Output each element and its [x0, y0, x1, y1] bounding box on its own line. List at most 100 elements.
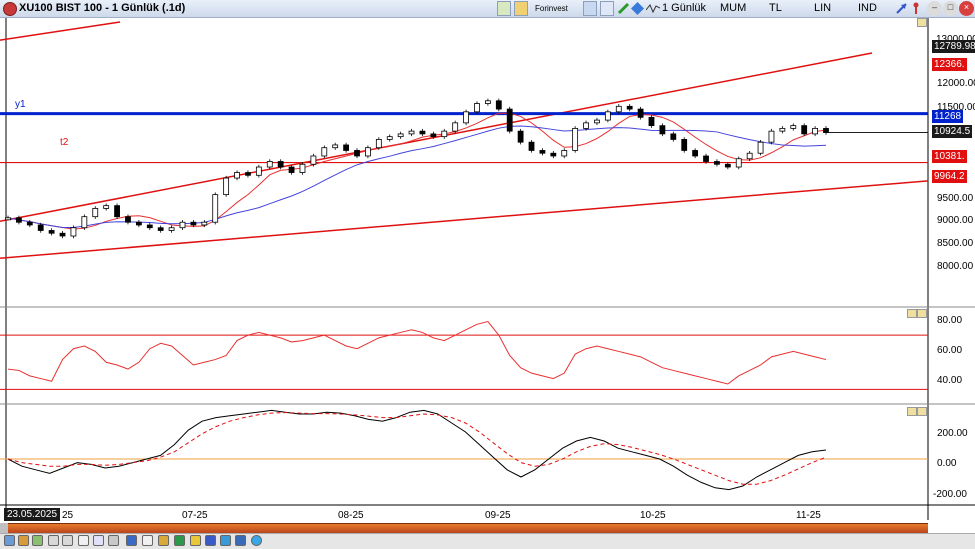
grid-icon[interactable] [583, 1, 597, 16]
candle-body [724, 163, 731, 168]
open-icon[interactable] [18, 535, 29, 546]
minimize-button[interactable]: – [927, 1, 942, 16]
candle-body [419, 130, 426, 135]
candle-body [615, 105, 622, 113]
candle-body [135, 221, 142, 226]
date-cursor-badge: 23.05.2025 [4, 508, 61, 521]
close-button[interactable]: × [959, 1, 974, 16]
candle-body [681, 139, 688, 151]
zoom-in-icon[interactable] [48, 535, 59, 546]
candle-body [266, 161, 273, 168]
annotation-y1[interactable]: y1 [15, 99, 26, 110]
pin-icon[interactable] [910, 2, 922, 15]
candle-body [48, 230, 55, 234]
moving-average-fast [7, 112, 827, 230]
candle-body [441, 130, 448, 138]
candle-body [5, 217, 11, 221]
macd-signal-line [7, 412, 827, 485]
candle-body [812, 127, 818, 135]
mode-selector[interactable]: IND [858, 2, 877, 14]
close-price-tag: 10924.5 [932, 125, 973, 138]
date-label-1: 07-25 [182, 510, 208, 521]
copy-icon[interactable] [142, 535, 153, 546]
candle-body [386, 136, 393, 140]
candle-body [561, 150, 568, 157]
candle-body [583, 122, 589, 129]
date-label-2: 08-25 [338, 510, 364, 521]
rsi-close-icon[interactable] [917, 309, 927, 318]
candle-body [321, 147, 328, 157]
chart-type-icon[interactable] [497, 1, 511, 16]
upper-channel-tag: 12366. [932, 58, 967, 71]
scrollbar-left-handle[interactable] [0, 523, 8, 533]
search-icon[interactable] [78, 535, 89, 546]
top-trend-line [0, 21, 121, 41]
candle-body [343, 144, 350, 151]
candle-body [70, 227, 77, 237]
candle-body [397, 133, 404, 138]
candle-body [474, 103, 480, 113]
forinvest-button[interactable]: Forinvest [535, 4, 568, 13]
price-tick-9500: 9500.00 [937, 193, 974, 204]
candle-body [245, 172, 251, 176]
candle-body [125, 216, 131, 223]
currency-selector[interactable]: TL [769, 2, 782, 14]
candle-body [779, 127, 786, 132]
candle-body [528, 141, 535, 151]
candle-body [790, 125, 797, 129]
chart-canvas[interactable] [0, 18, 975, 523]
draw-pencil-icon[interactable] [617, 2, 630, 15]
print-icon[interactable] [108, 535, 119, 546]
rsi-tick-60: 60.00 [937, 345, 963, 356]
new-chart-icon[interactable] [4, 535, 15, 546]
save-icon[interactable] [126, 535, 137, 546]
linkedin-icon[interactable] [235, 535, 246, 546]
diamond-icon[interactable] [631, 2, 644, 15]
maximize-button[interactable]: □ [943, 1, 958, 16]
candle-body [801, 125, 808, 135]
rsi-settings-icon[interactable] [907, 309, 917, 318]
scale-selector[interactable]: LIN [814, 2, 832, 14]
layout-icon[interactable] [514, 1, 528, 16]
annotation-t2[interactable]: t2 [60, 137, 69, 148]
table-icon[interactable] [600, 1, 614, 16]
candle-body [517, 130, 524, 143]
date-label-5: 11-25 [796, 510, 821, 521]
indicator-icon[interactable] [93, 535, 104, 546]
macd-settings-icon[interactable] [907, 407, 917, 416]
lower-channel-line [0, 180, 929, 260]
macd-tick-0: 0.00 [937, 458, 957, 469]
candle-body [92, 208, 99, 218]
price-tick-13000: 13000.00 [936, 34, 975, 45]
candle-body [572, 127, 579, 151]
candle-body [37, 224, 44, 231]
folder-icon[interactable] [158, 535, 169, 546]
price-tick-8500: 8500.00 [937, 238, 974, 249]
zoom-out-icon[interactable] [62, 535, 73, 546]
period-selector[interactable]: 1 Günlük [662, 2, 707, 14]
template-icon[interactable] [32, 535, 43, 546]
rsi-pane [0, 321, 928, 390]
candle-body [59, 232, 66, 237]
share-icon[interactable] [190, 535, 201, 546]
rsi-tick-40: 40.00 [937, 375, 963, 386]
candle-type-selector[interactable]: MUM [720, 2, 747, 14]
candle-body [375, 139, 382, 149]
macd-close-icon[interactable] [917, 407, 927, 416]
horizontal-scrollbar[interactable] [0, 523, 928, 533]
excel-icon[interactable] [174, 535, 185, 546]
candle-body [692, 150, 699, 157]
skype-icon[interactable] [251, 535, 262, 546]
price-tick-9000: 9000.00 [937, 215, 974, 226]
candle-body [495, 100, 502, 110]
moving-average-slow [7, 125, 827, 228]
candle-body [659, 125, 666, 135]
price-pane-settings-icon[interactable] [917, 18, 927, 27]
candle-body [234, 172, 240, 179]
facebook-icon[interactable] [205, 535, 216, 546]
twitter-icon[interactable] [220, 535, 231, 546]
macd-tick-200: 200.00 [937, 428, 968, 439]
date-label-4: 10-25 [640, 510, 666, 521]
arrow-icon[interactable] [895, 2, 908, 15]
wave-icon[interactable] [645, 2, 661, 15]
